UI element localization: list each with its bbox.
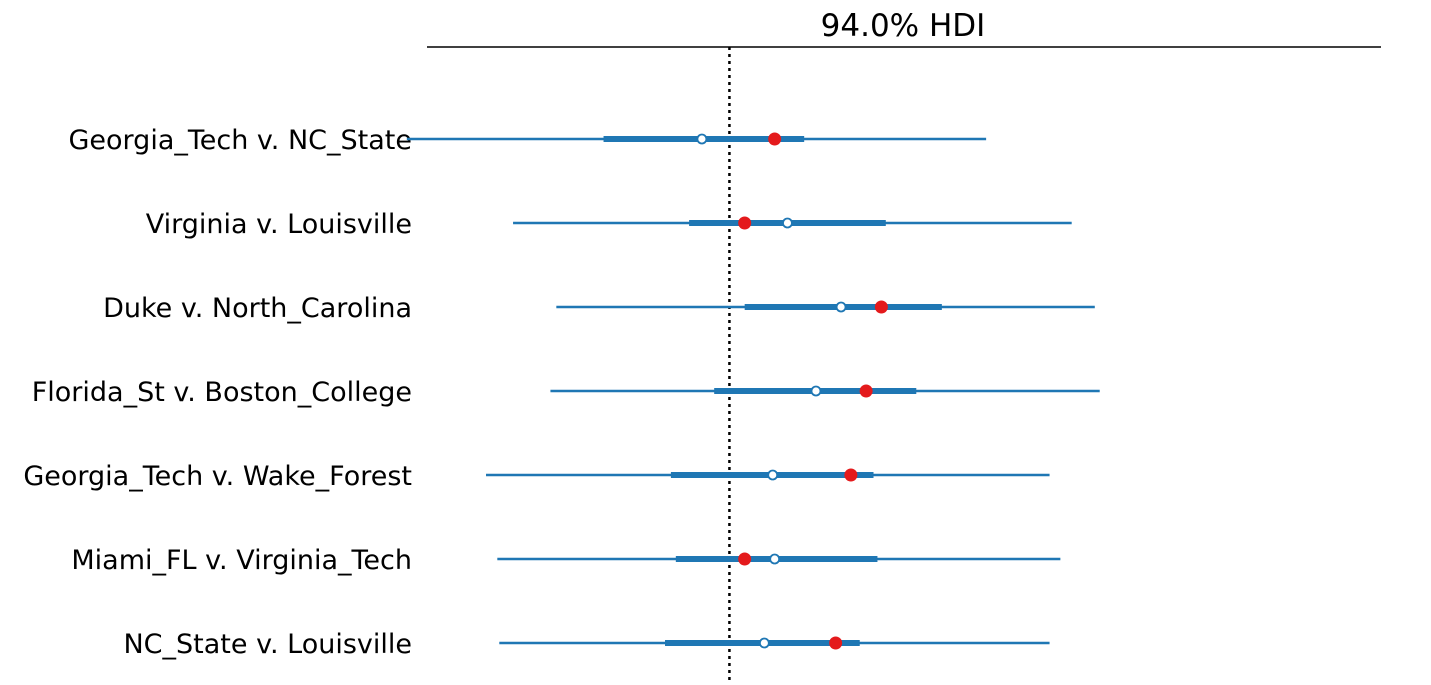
row-label: Georgia_Tech v. Wake_Forest bbox=[23, 461, 412, 492]
row-label: Virginia v. Louisville bbox=[146, 209, 412, 240]
forest-row: Florida_St v. Boston_College bbox=[32, 377, 1100, 408]
median-point bbox=[782, 217, 793, 229]
observed-point bbox=[829, 636, 843, 650]
chart-title: 94.0% HDI bbox=[821, 8, 986, 44]
forest-row: Miami_FL v. Virginia_Tech bbox=[71, 545, 1061, 576]
observed-point bbox=[738, 216, 752, 230]
row-label: Florida_St v. Boston_College bbox=[32, 377, 412, 408]
median-point bbox=[696, 133, 708, 145]
observed-point bbox=[844, 468, 858, 482]
median-point bbox=[769, 553, 781, 565]
forest-row: Georgia_Tech v. Wake_Forest bbox=[23, 461, 1050, 492]
row-label: Georgia_Tech v. NC_State bbox=[69, 125, 413, 156]
median-point bbox=[767, 469, 779, 481]
row-label: Duke v. North_Carolina bbox=[103, 293, 412, 324]
observed-point bbox=[859, 384, 873, 398]
observed-point bbox=[874, 300, 888, 314]
median-point bbox=[835, 301, 847, 313]
forest-row: Virginia v. Louisville bbox=[146, 209, 1072, 240]
row-label: Miami_FL v. Virginia_Tech bbox=[71, 545, 412, 576]
forest-row: Duke v. North_Carolina bbox=[103, 293, 1095, 324]
median-point bbox=[810, 385, 822, 397]
forest-row: Georgia_Tech v. NC_State bbox=[69, 125, 987, 156]
median-point bbox=[758, 637, 770, 649]
observed-point bbox=[768, 132, 782, 146]
row-label: NC_State v. Louisville bbox=[123, 629, 412, 660]
observed-point bbox=[738, 552, 752, 566]
forest-row: NC_State v. Louisville bbox=[123, 629, 1050, 660]
